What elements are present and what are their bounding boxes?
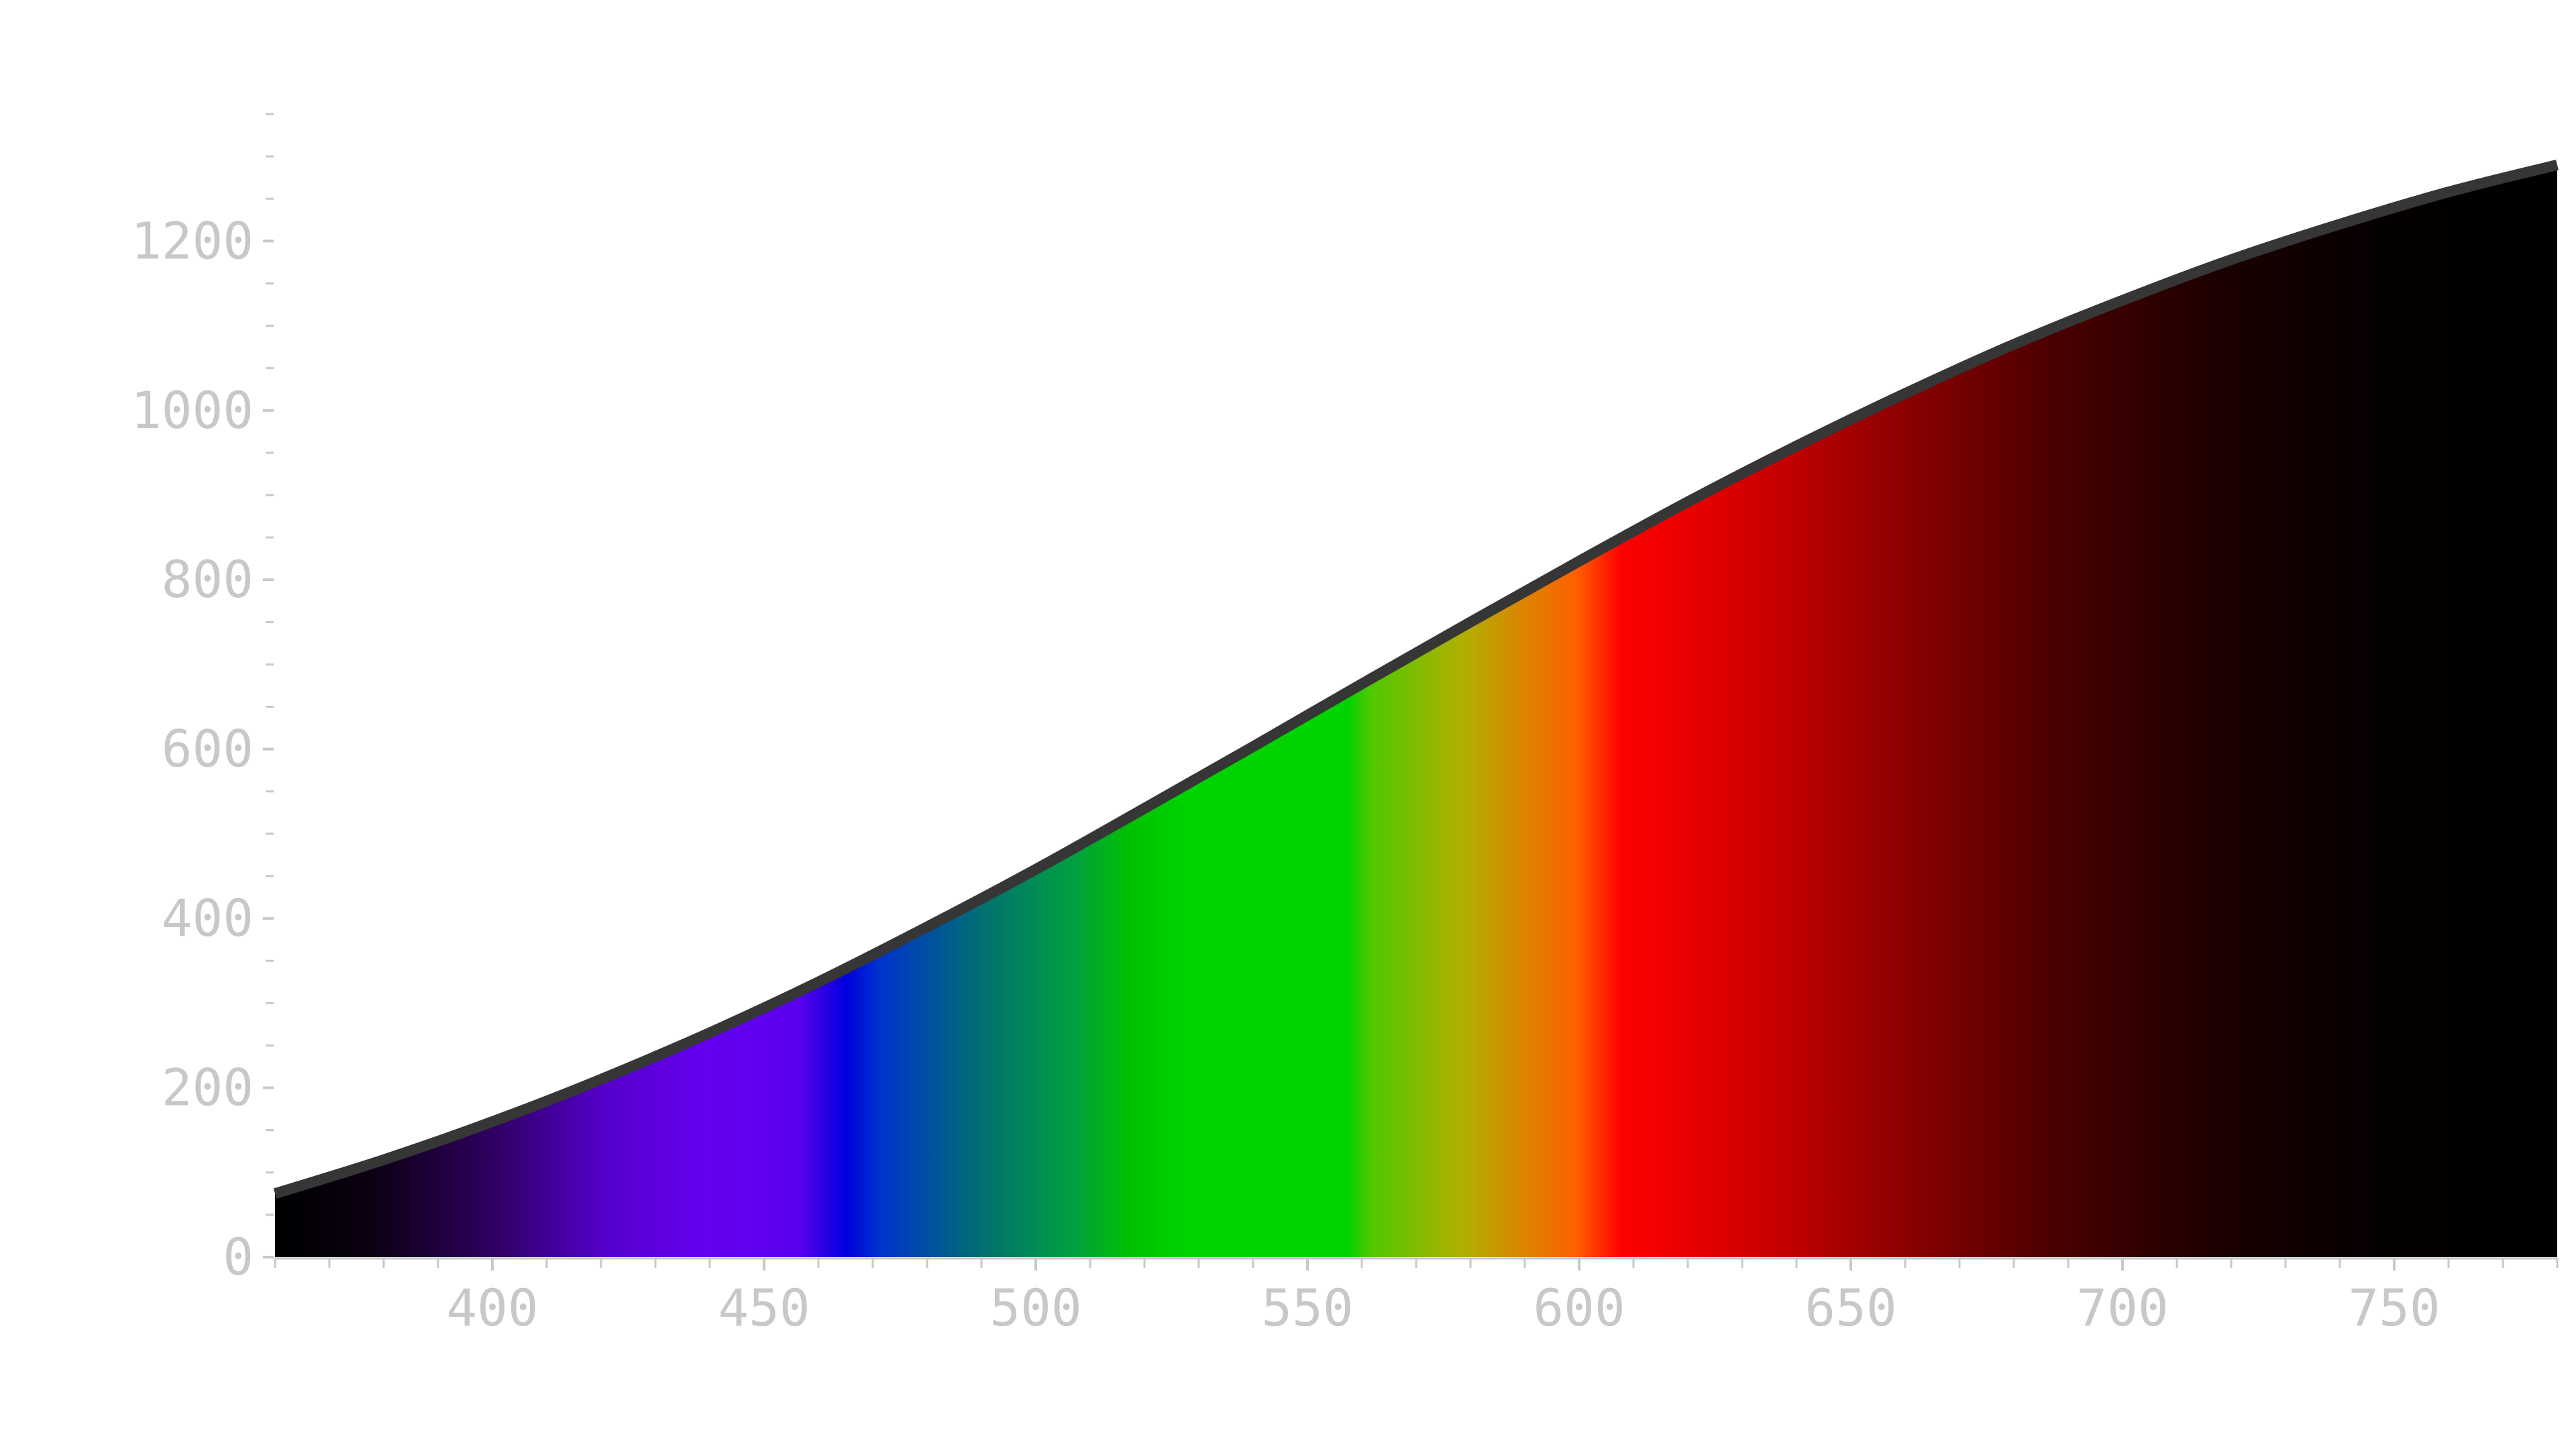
spectrum-area <box>275 164 2557 1258</box>
y-axis: 0 200 400 600 800 1000 1200 <box>131 113 274 1287</box>
x-tick-label: 700 <box>2076 1278 2168 1338</box>
y-tick-label: 1200 <box>131 211 254 270</box>
spectrum-curve-line <box>273 159 2559 1199</box>
y-tick-label: 600 <box>162 719 254 779</box>
y-tick-label: 400 <box>162 888 254 948</box>
x-tick-label: 450 <box>718 1278 810 1338</box>
x-tick-label: 400 <box>446 1278 538 1338</box>
x-tick-label: 650 <box>1805 1278 1896 1338</box>
x-axis: 400 450 500 550 600 650 700 750 <box>274 1257 2559 1338</box>
x-tick-label: 550 <box>1261 1278 1353 1338</box>
x-tick-label: 750 <box>2348 1278 2440 1338</box>
y-tick-label: 200 <box>162 1058 254 1118</box>
y-tick-label: 800 <box>162 549 254 609</box>
x-tick-label: 600 <box>1533 1278 1625 1338</box>
y-tick-label: 1000 <box>131 380 254 440</box>
x-tick-label: 500 <box>989 1278 1081 1338</box>
y-tick-label: 0 <box>223 1227 254 1287</box>
